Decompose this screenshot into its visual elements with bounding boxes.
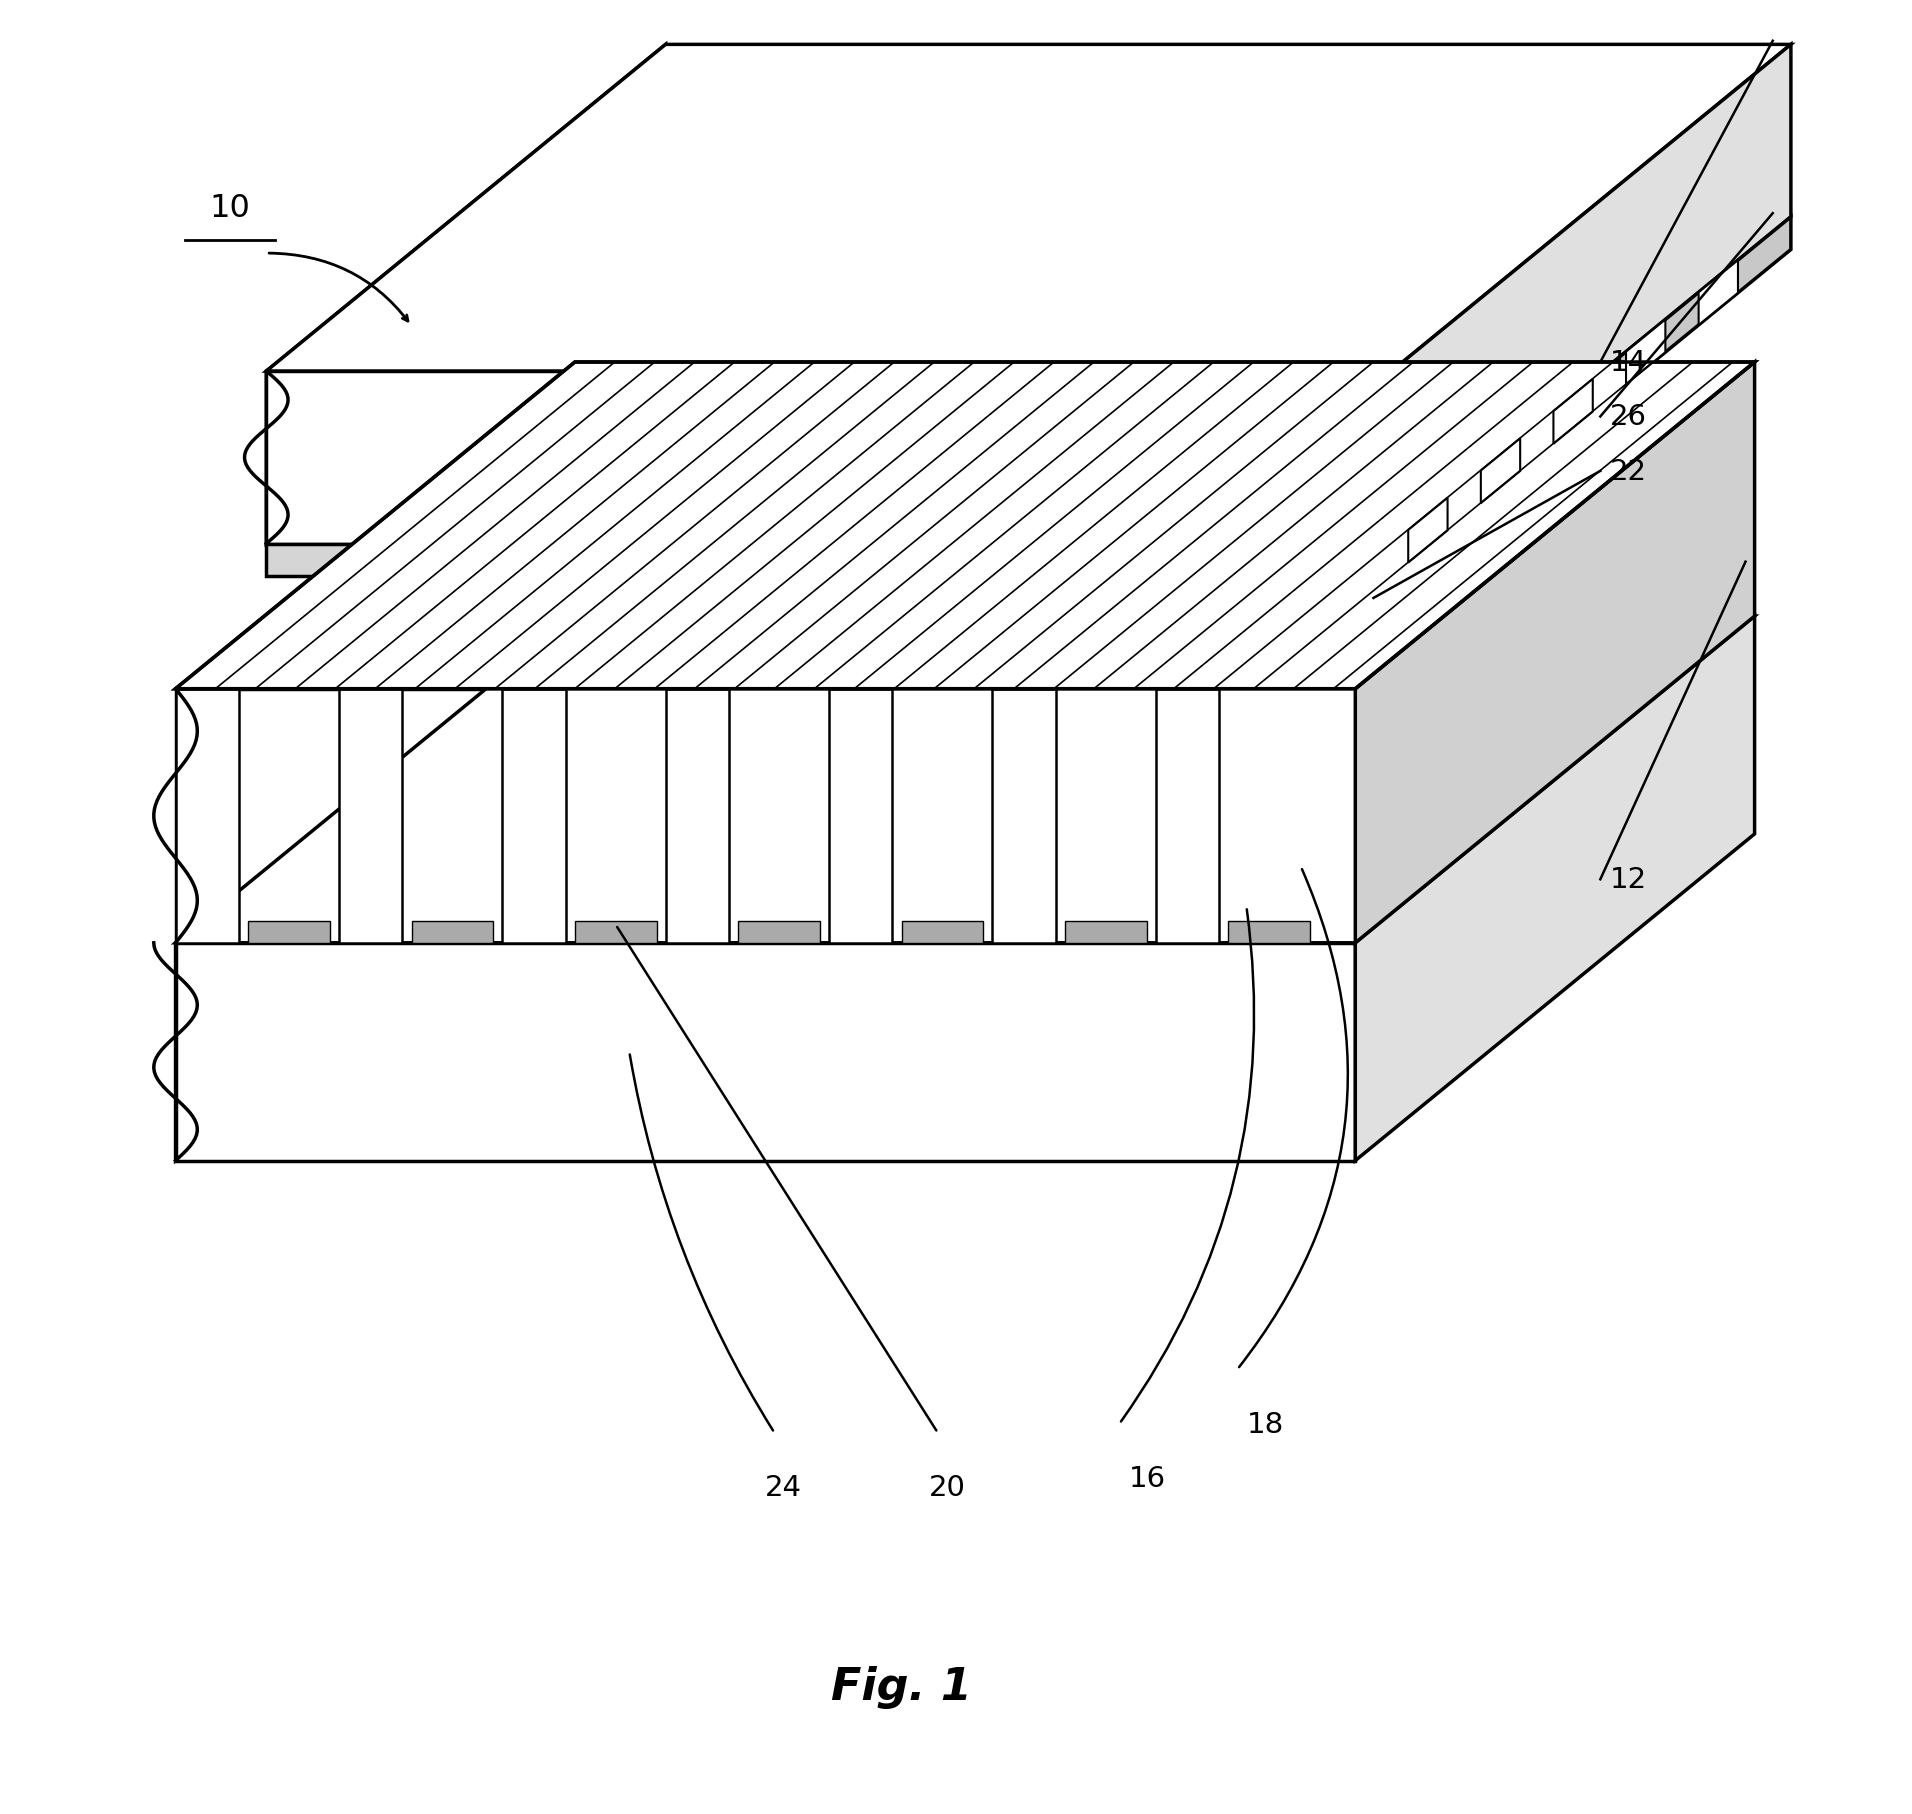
Text: 16: 16 [1128, 1464, 1166, 1493]
Polygon shape [1155, 689, 1220, 943]
Polygon shape [1625, 321, 1665, 385]
Text: 12: 12 [1610, 865, 1646, 894]
Text: 22: 22 [1610, 457, 1646, 486]
Polygon shape [830, 689, 893, 943]
Polygon shape [176, 689, 1356, 943]
Polygon shape [176, 689, 239, 943]
Polygon shape [266, 45, 1792, 372]
Text: 24: 24 [765, 1473, 801, 1502]
Text: 18: 18 [1247, 1409, 1283, 1439]
Polygon shape [902, 922, 983, 943]
Polygon shape [503, 689, 566, 943]
Polygon shape [1356, 617, 1755, 1161]
Text: 20: 20 [929, 1473, 966, 1502]
Polygon shape [266, 372, 1392, 544]
Polygon shape [338, 689, 402, 943]
Text: Fig. 1: Fig. 1 [832, 1665, 971, 1709]
Polygon shape [992, 689, 1055, 943]
Text: 10: 10 [210, 192, 250, 225]
Text: 14: 14 [1610, 348, 1646, 377]
Polygon shape [411, 922, 493, 943]
Polygon shape [1409, 499, 1447, 564]
Polygon shape [249, 922, 331, 943]
Polygon shape [1392, 218, 1792, 577]
Polygon shape [665, 689, 728, 943]
Polygon shape [1553, 379, 1593, 444]
Polygon shape [1065, 922, 1147, 943]
Polygon shape [176, 617, 576, 1161]
Polygon shape [176, 617, 1755, 943]
Polygon shape [576, 922, 656, 943]
Polygon shape [1698, 261, 1738, 327]
Polygon shape [266, 45, 665, 544]
Polygon shape [1356, 363, 1755, 943]
Polygon shape [1480, 439, 1520, 504]
Polygon shape [266, 544, 1392, 577]
Polygon shape [176, 943, 1356, 1161]
Polygon shape [176, 363, 1755, 689]
Text: 26: 26 [1610, 403, 1646, 432]
Polygon shape [1228, 922, 1310, 943]
Polygon shape [1392, 45, 1792, 544]
Polygon shape [738, 922, 820, 943]
